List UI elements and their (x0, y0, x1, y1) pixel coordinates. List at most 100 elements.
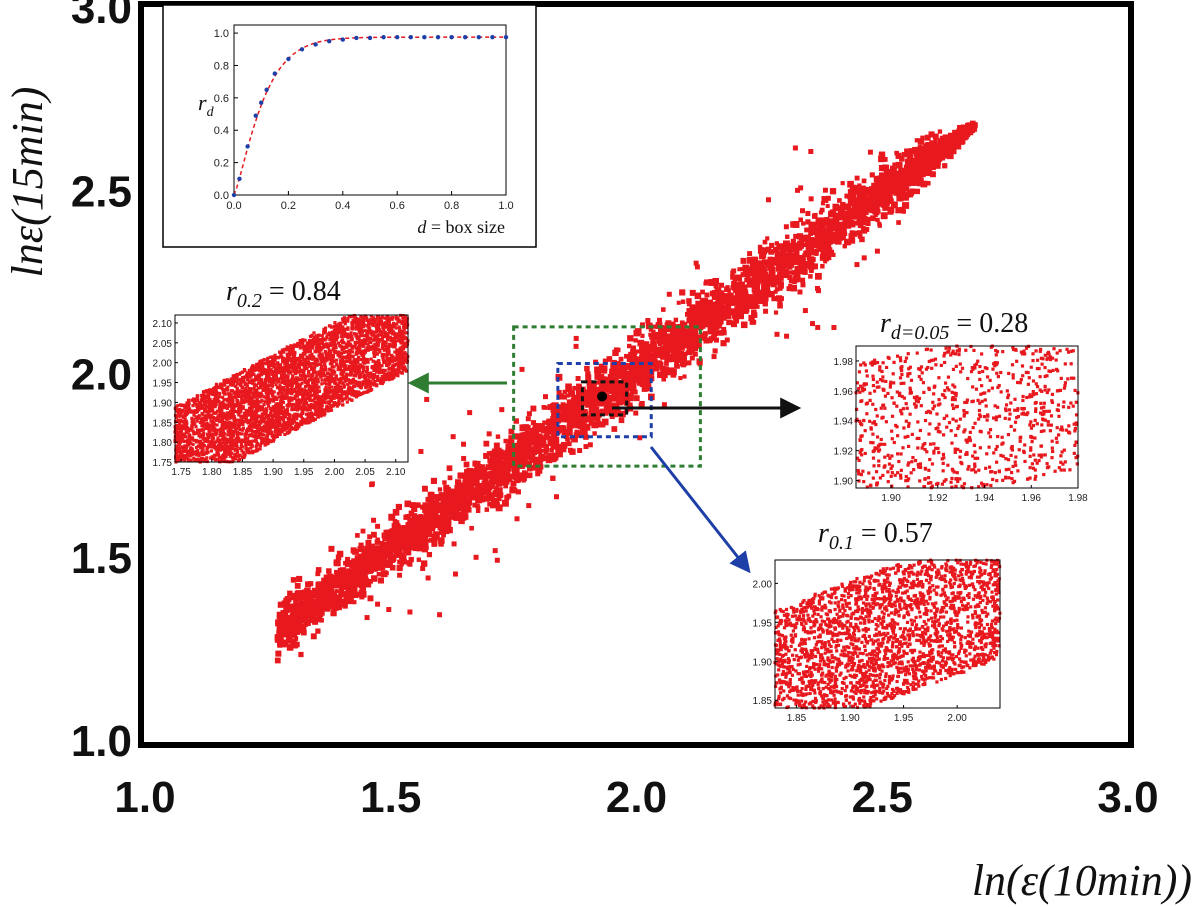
rd-point-22 (490, 34, 495, 40)
rd-point-1 (237, 176, 242, 182)
focus-point (597, 391, 608, 402)
y-axis-label: lnε(15min) (3, 87, 52, 278)
y-tick-label-2: 2.0 (71, 351, 132, 400)
rd-point-21 (476, 34, 481, 40)
r01-y-tick-0: 1.85 (753, 696, 773, 707)
rd-point-17 (422, 34, 427, 40)
rd-point-12 (354, 35, 359, 41)
rd-y-tick-4: 0.8 (214, 60, 229, 72)
inset-r02: r0.2 = 0.84 1.75 1.80 1.85 1.90 1.95 2.00 2.05… (153, 276, 410, 478)
inset-r01-title: r0.1 = 0.57 (818, 518, 933, 554)
r01-y-tick-3: 2.00 (753, 579, 773, 590)
rd-point-9 (313, 42, 318, 47)
rd-point-18 (435, 34, 441, 40)
r02-x-tick-6: 2.05 (355, 467, 375, 478)
r02-x-tick-0: 1.75 (171, 467, 191, 478)
r01-x-tick-0: 1.85 (787, 713, 807, 724)
rd-point-3 (253, 113, 258, 118)
r005-y-tick-3: 1.96 (834, 387, 854, 398)
rd-point-14 (381, 34, 386, 40)
rd-point-8 (299, 47, 305, 52)
y-tick-label-4: 3.0 (71, 0, 132, 33)
y-tick-label-0: 1.0 (71, 717, 132, 766)
r005-x-tick-1: 1.92 (928, 493, 948, 504)
x-tick-label-4: 3.0 (1097, 773, 1158, 822)
r005-y-tick-1: 1.92 (834, 447, 854, 458)
r01-x-tick-3: 2.00 (947, 713, 967, 724)
r02-y-tick-0: 1.75 (153, 458, 173, 469)
rd-point-23 (503, 34, 509, 40)
rd-y-tick-2: 0.4 (214, 125, 229, 137)
inset-r01: r0.1 = 0.57 1.85 1.90 1.95 2.00 1.85 1.90 1.95… (753, 518, 1002, 724)
rd-point-20 (463, 34, 468, 40)
rd-point-16 (408, 34, 413, 40)
r02-x-tick-3: 1.90 (263, 467, 283, 478)
rd-point-15 (395, 34, 400, 40)
r02-x-tick-4: 1.95 (294, 467, 314, 478)
r005-x-tick-4: 1.98 (1068, 493, 1088, 504)
y-tick-labels: 1.0 1.5 2.0 2.5 3.0 (71, 0, 132, 766)
rd-x-axis-label: d = box size (417, 217, 505, 237)
r005-y-tick-0: 1.90 (834, 477, 854, 488)
inset-r005-points (854, 344, 1080, 490)
y-tick-label-1: 1.5 (71, 534, 132, 583)
r005-x-tick-0: 1.90 (881, 493, 901, 504)
rd-y-tick-5: 1.0 (214, 28, 229, 40)
rd-point-19 (449, 34, 454, 40)
highlight-box-r02 (512, 325, 702, 468)
r005-x-tick-3: 1.96 (1022, 493, 1042, 504)
inset-r02-title: r0.2 = 0.84 (226, 276, 341, 312)
rd-x-tick-1: 0.2 (281, 200, 296, 212)
inset-r005: rd=0.05 = 0.28 1.90 1.92 1.94 1.96 1.98 1.90 1… (834, 308, 1089, 504)
rd-x-tick-4: 0.8 (444, 200, 459, 212)
rd-x-tick-0: 0.0 (226, 200, 241, 212)
r005-y-tick-4: 1.98 (834, 357, 854, 368)
arrow-to-r01 (649, 446, 751, 574)
r02-x-tick-1: 1.80 (202, 467, 222, 478)
r01-x-tick-2: 1.95 (894, 713, 914, 724)
inset-r01-points (773, 558, 1002, 710)
x-axis-label: ln(ε(10min)) (972, 856, 1192, 905)
rd-y-tick-1: 0.2 (214, 158, 229, 170)
r01-y-tick-2: 1.95 (753, 618, 773, 629)
rd-point-7 (286, 56, 291, 62)
r02-y-tick-1: 1.80 (153, 438, 173, 449)
r02-y-tick-2: 1.85 (153, 418, 173, 429)
r02-y-tick-3: 1.90 (153, 398, 173, 409)
rd-point-2 (245, 144, 250, 149)
r01-y-tick-1: 1.90 (753, 657, 773, 668)
x-tick-label-2: 2.0 (606, 773, 667, 822)
x-tick-label-0: 1.0 (114, 773, 175, 822)
r02-y-tick-7: 2.10 (153, 319, 173, 330)
rd-x-tick-2: 0.4 (335, 200, 350, 212)
r02-x-tick-5: 2.00 (325, 467, 345, 478)
rd-point-11 (340, 37, 345, 42)
r02-y-tick-4: 1.95 (153, 379, 173, 390)
r01-x-tick-1: 1.90 (840, 713, 860, 724)
rd-point-10 (327, 38, 332, 44)
x-tick-label-3: 2.5 (852, 773, 913, 822)
rd-point-4 (259, 100, 264, 105)
rd-point-6 (272, 71, 277, 76)
rd-point-0 (231, 192, 237, 198)
rd-point-5 (264, 87, 269, 92)
rd-x-tick-3: 0.6 (390, 200, 405, 212)
y-tick-label-3: 2.5 (71, 167, 132, 216)
r02-y-tick-5: 2.00 (153, 359, 173, 370)
inset-rd-curve: 0.0 0.2 0.4 0.6 0.8 1.00.00.20.40.60.81.0 rd … (162, 4, 537, 248)
r005-x-tick-2: 1.94 (975, 493, 995, 504)
r02-x-tick-2: 1.85 (233, 467, 253, 478)
x-tick-labels: 1.0 1.5 2.0 2.5 3.0 (114, 773, 1158, 822)
main-scatter-series (274, 120, 978, 664)
r02-x-tick-7: 2.10 (386, 467, 406, 478)
r02-y-tick-6: 2.05 (153, 339, 173, 350)
inset-r02-points (173, 313, 410, 464)
rd-y-tick-3: 0.6 (214, 93, 229, 105)
rd-data-points (231, 34, 509, 198)
inset-r005-title: rd=0.05 = 0.28 (880, 308, 1028, 344)
r005-y-tick-2: 1.94 (834, 417, 854, 428)
rd-point-13 (367, 35, 373, 41)
rd-y-axis-label: rd (198, 90, 215, 120)
x-tick-label-1: 1.5 (360, 773, 421, 822)
